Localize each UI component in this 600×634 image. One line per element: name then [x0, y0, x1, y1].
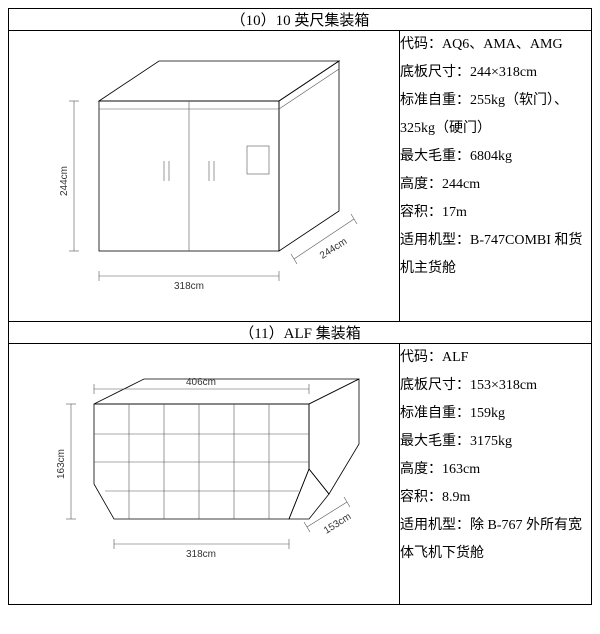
section11-title: （11）ALF 集装箱 — [9, 322, 592, 344]
container-spec-table: （10）10 英尺集装箱 — [8, 8, 592, 605]
dim-h11: 163cm — [56, 449, 67, 479]
section11-specs: 代码：ALF 底板尺寸：153×318cm 标准自重：159kg 最大毛重：31… — [400, 344, 592, 605]
section10-diagram: 244cm 318cm 244cm — [9, 31, 400, 322]
dim-wtop11: 406cm — [186, 377, 216, 388]
dim-w10: 318cm — [174, 281, 204, 292]
section10-specs: 代码：AQ6、AMA、AMG 底板尺寸：244×318cm 标准自重：255kg… — [400, 31, 592, 322]
dim-d11: 153cm — [322, 511, 353, 536]
dim-wbot11: 318cm — [186, 549, 216, 560]
dim-h10: 244cm — [59, 166, 70, 196]
section11-diagram: 406cm 163cm 318cm 153cm — [9, 344, 400, 605]
section10-title: （10）10 英尺集装箱 — [9, 9, 592, 31]
